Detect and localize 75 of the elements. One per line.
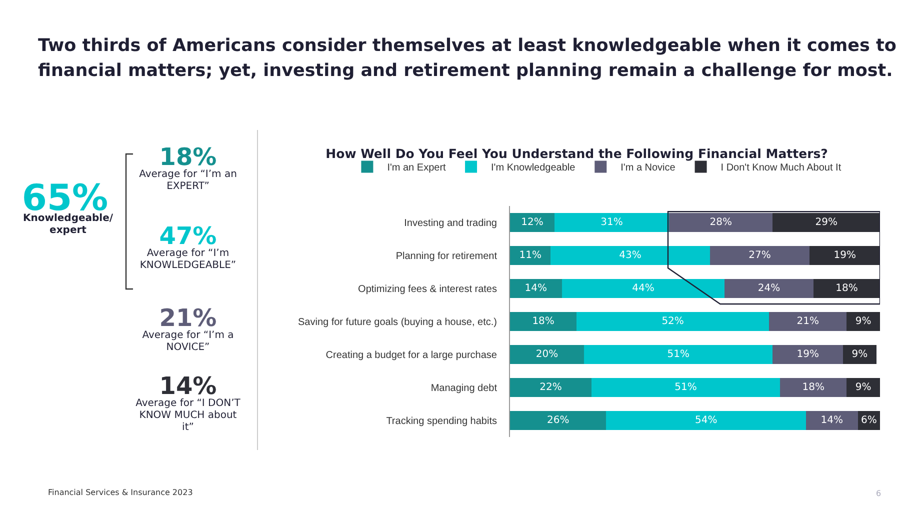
data-label: 44% bbox=[632, 283, 654, 294]
data-label: 12% bbox=[521, 217, 544, 228]
bar bbox=[510, 344, 584, 364]
data-label: 27% bbox=[748, 250, 771, 261]
data-label: 28% bbox=[710, 217, 732, 228]
text: 6 bbox=[876, 489, 882, 498]
data-label: 54% bbox=[694, 415, 718, 426]
bar bbox=[810, 246, 880, 266]
chart-title: How Well Do You Feel You Understand the Following Financial Matters? bbox=[326, 146, 828, 162]
bar bbox=[510, 312, 577, 332]
data-label: 24% bbox=[758, 283, 780, 294]
text: Average for “I DON’T KNOW MUCH about it” bbox=[134, 398, 242, 434]
data-label: 22% bbox=[540, 382, 562, 393]
bar bbox=[584, 344, 773, 364]
y-tick-label: Tracking spending habits bbox=[386, 416, 497, 427]
y-tick-label: Investing and trading bbox=[404, 218, 497, 229]
data-label: 18% bbox=[802, 382, 825, 393]
data-label: 6% bbox=[860, 415, 877, 426]
bar bbox=[510, 278, 562, 298]
bar bbox=[772, 212, 880, 232]
data-label: 14% bbox=[820, 415, 844, 426]
bar bbox=[806, 410, 858, 430]
bar bbox=[846, 378, 880, 398]
data-label: 11% bbox=[519, 250, 542, 261]
bar bbox=[710, 246, 810, 266]
data-label: 43% bbox=[619, 250, 642, 261]
bar bbox=[724, 278, 814, 298]
data-label: 14% bbox=[524, 283, 548, 294]
bar bbox=[769, 312, 847, 332]
bar bbox=[510, 378, 592, 398]
text: Average for “I’m KNOWLEDGEABLE” bbox=[138, 248, 238, 272]
text: Average for “I’m a NOVICE” bbox=[141, 330, 235, 354]
data-label: 9% bbox=[855, 316, 872, 327]
data-label: 9% bbox=[855, 382, 872, 393]
text: Average for “I’m an EXPERT” bbox=[138, 169, 238, 193]
bar bbox=[846, 312, 880, 332]
data-label: 26% bbox=[546, 415, 570, 426]
bar bbox=[669, 212, 773, 232]
bar bbox=[510, 410, 606, 430]
bar bbox=[606, 410, 806, 430]
data-label: 31% bbox=[600, 217, 623, 228]
y-tick-label: Planning for retirement bbox=[396, 251, 498, 262]
data-label: 9% bbox=[852, 349, 868, 360]
text: Financial Services & Insurance 2023 bbox=[48, 488, 193, 497]
bar bbox=[813, 278, 880, 298]
bar bbox=[843, 344, 876, 364]
bar bbox=[591, 378, 780, 398]
legend-label: I Don't Know Much About It bbox=[720, 162, 842, 174]
bar bbox=[510, 212, 554, 232]
legend-label: I'm an Expert bbox=[387, 162, 446, 174]
data-label: 51% bbox=[667, 349, 690, 360]
bar bbox=[772, 344, 843, 364]
bar bbox=[550, 246, 710, 266]
data-label: 20% bbox=[536, 349, 558, 360]
data-label: 18% bbox=[532, 316, 554, 327]
y-tick-label: Creating a budget for a large purchase bbox=[326, 350, 498, 361]
data-label: 51% bbox=[674, 382, 697, 393]
y-tick-label: Optimizing fees & interest rates bbox=[358, 284, 497, 295]
text: Two thirds of Americans consider themselves at least knowledgeable when it comes to financial matters; yet, investing and retirement planning remain a challenge for most. bbox=[38, 35, 898, 83]
data-label: 19% bbox=[834, 250, 856, 261]
data-label: 21% bbox=[796, 316, 819, 327]
text: Knowledgeable/ expert bbox=[22, 213, 114, 237]
bar bbox=[576, 312, 769, 332]
data-label: 52% bbox=[662, 316, 684, 327]
data-label: 29% bbox=[815, 217, 838, 228]
bar bbox=[562, 278, 725, 298]
data-label: 19% bbox=[796, 349, 819, 360]
data-label: 18% bbox=[836, 283, 858, 294]
bar bbox=[554, 212, 670, 232]
bar bbox=[510, 246, 551, 266]
y-tick-label: Managing debt bbox=[430, 383, 498, 394]
bar bbox=[780, 378, 847, 398]
legend-label: I'm a Novice bbox=[620, 162, 676, 174]
y-tick-label: Saving for future goals (buying a house, etc.) bbox=[298, 317, 497, 328]
legend-label: I'm Knowledgeable bbox=[491, 162, 576, 174]
